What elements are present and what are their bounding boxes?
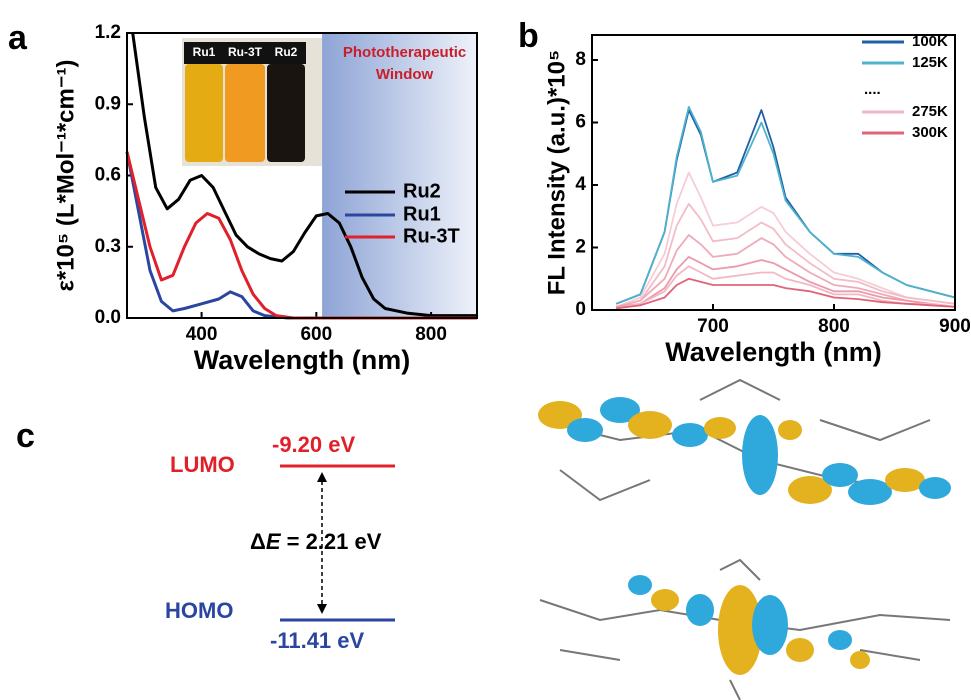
y-tick-label: 6: [575, 112, 586, 133]
y-tick-label: 0: [575, 299, 586, 320]
delta: Δ: [250, 529, 266, 554]
x-tick-label: 700: [697, 316, 729, 337]
lumo-orbital: [538, 380, 951, 505]
inset-label: Ru-3T: [228, 45, 263, 59]
gap-value: = 2.21 eV: [281, 529, 382, 554]
y-tick-label: 0.3: [95, 236, 121, 257]
y-tick-label: 4: [575, 174, 586, 195]
lumo-label: LUMO: [170, 452, 235, 477]
x-tick-label: 800: [415, 324, 447, 345]
y-tick-label: 0.6: [95, 165, 121, 186]
band-label: Window: [376, 66, 434, 83]
homo-energy: -11.41 eV: [270, 628, 365, 653]
homo-label: HOMO: [165, 598, 233, 623]
band-label: Phototherapeutic: [343, 44, 466, 61]
inset-label: Ru1: [193, 45, 216, 59]
inset-label: Ru2: [275, 45, 298, 59]
legend-label: Ru-3T: [403, 225, 460, 247]
gap-label: ΔE = 2.21 eV: [250, 529, 382, 554]
y-tick-label: 0.0: [95, 307, 121, 328]
homo-orbital: [540, 560, 950, 700]
series-line: [616, 257, 955, 307]
legend-label: 125K: [912, 54, 948, 71]
legend-ellipsis: ....: [864, 81, 881, 98]
y-tick-label: 1.2: [95, 22, 121, 43]
x-tick-label: 600: [300, 324, 332, 345]
panel-label: b: [518, 17, 539, 55]
x-axis-label: Wavelength (nm): [665, 337, 882, 367]
legend-label: Ru1: [403, 203, 441, 225]
legend-label: 300K: [912, 124, 948, 141]
y-axis-label: ε*10⁵ (L*Mol⁻¹*cm⁻¹): [52, 59, 79, 291]
energy-diagram: LUMO -9.20 eV HOMO -11.41 eV ΔE = 2.21 e…: [165, 432, 395, 653]
legend-label: Ru2: [403, 180, 441, 202]
legend-label: 275K: [912, 103, 948, 120]
plot-frame: [592, 35, 955, 310]
panel-label: a: [8, 19, 28, 57]
x-axis-label: Wavelength (nm): [194, 345, 411, 375]
y-axis-label: FL Intensity (a.u.)*10⁵: [543, 50, 570, 296]
lumo-energy: -9.20 eV: [272, 432, 355, 457]
inset-photo: Ru1 Ru-3T Ru2: [182, 38, 322, 166]
vial: [185, 64, 223, 162]
y-tick-label: 2: [575, 237, 586, 258]
x-tick-label: 800: [818, 316, 850, 337]
y-tick-label: 8: [575, 49, 586, 70]
vial: [225, 64, 265, 162]
vial: [267, 64, 305, 162]
variable: E: [266, 529, 282, 554]
x-tick-label: 400: [186, 324, 218, 345]
figure: Phototherapeutic Window 0.0 0.3 0.6 0.9 1.2 400…: [0, 0, 971, 700]
panel-label: c: [16, 417, 35, 455]
x-tick-label: 900: [939, 316, 971, 337]
y-tick-label: 0.9: [95, 93, 121, 114]
